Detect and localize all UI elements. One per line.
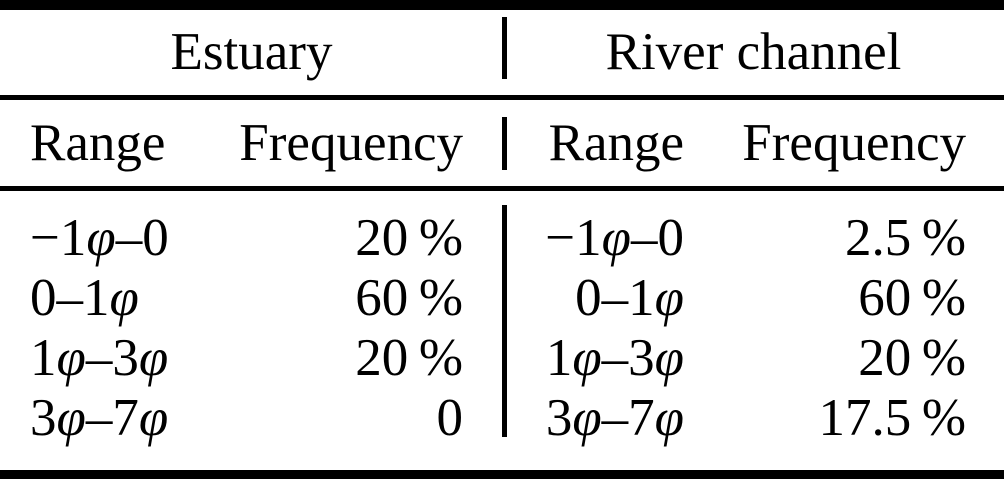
river-frequency-header: Frequency	[742, 114, 966, 172]
table-row: 3φ–7φ 0 3φ–7φ 17.5 %	[0, 388, 1004, 448]
estuary-frequency-cell: 20 %	[355, 329, 463, 387]
river-range-cell: −1φ–0	[545, 209, 684, 267]
group-header-estuary: Estuary	[170, 23, 333, 81]
table-row: −1φ–0 20 % −1φ–0 2.5 %	[0, 208, 1004, 268]
group-header-row: Estuary River channel	[0, 10, 1004, 95]
estuary-range-header: Range	[30, 114, 166, 172]
river-range-cell: 1φ–3φ	[545, 329, 684, 387]
table-top-rule	[0, 0, 1004, 10]
table-mid-rule-upper	[0, 95, 1004, 100]
column-header-row: Range Frequency Range Frequency	[0, 100, 1004, 186]
column-group-divider	[502, 205, 507, 437]
estuary-range-cell: 1φ–3φ	[30, 329, 169, 387]
table-row: 0–1φ 60 % 0–1φ 60 %	[0, 268, 1004, 328]
estuary-frequency-cell: 20 %	[355, 209, 463, 267]
river-range-header: Range	[548, 114, 684, 172]
river-range-cell: 3φ–7φ	[545, 389, 684, 447]
column-group-divider	[502, 117, 507, 170]
estuary-range-cell: 3φ–7φ	[30, 389, 169, 447]
column-group-divider	[502, 17, 507, 79]
estuary-frequency-header: Frequency	[239, 114, 463, 172]
estuary-range-cell: −1φ–0	[30, 209, 169, 267]
table-row: 1φ–3φ 20 % 1φ–3φ 20 %	[0, 328, 1004, 388]
river-frequency-cell: 17.5 %	[818, 389, 966, 447]
estuary-range-cell: 0–1φ	[30, 269, 139, 327]
table-bottom-rule	[0, 470, 1004, 479]
group-header-river-channel: River channel	[605, 23, 902, 81]
river-range-cell: 0–1φ	[575, 269, 684, 327]
estuary-frequency-cell: 60 %	[355, 269, 463, 327]
river-frequency-cell: 20 %	[858, 329, 966, 387]
river-frequency-cell: 2.5 %	[844, 209, 966, 267]
estuary-frequency-cell: 0	[436, 389, 464, 447]
table-mid-rule-lower	[0, 186, 1004, 191]
table-body: −1φ–0 20 % −1φ–0 2.5 % 0–1φ 60 % 0–1φ 60…	[0, 208, 1004, 448]
river-frequency-cell: 60 %	[858, 269, 966, 327]
